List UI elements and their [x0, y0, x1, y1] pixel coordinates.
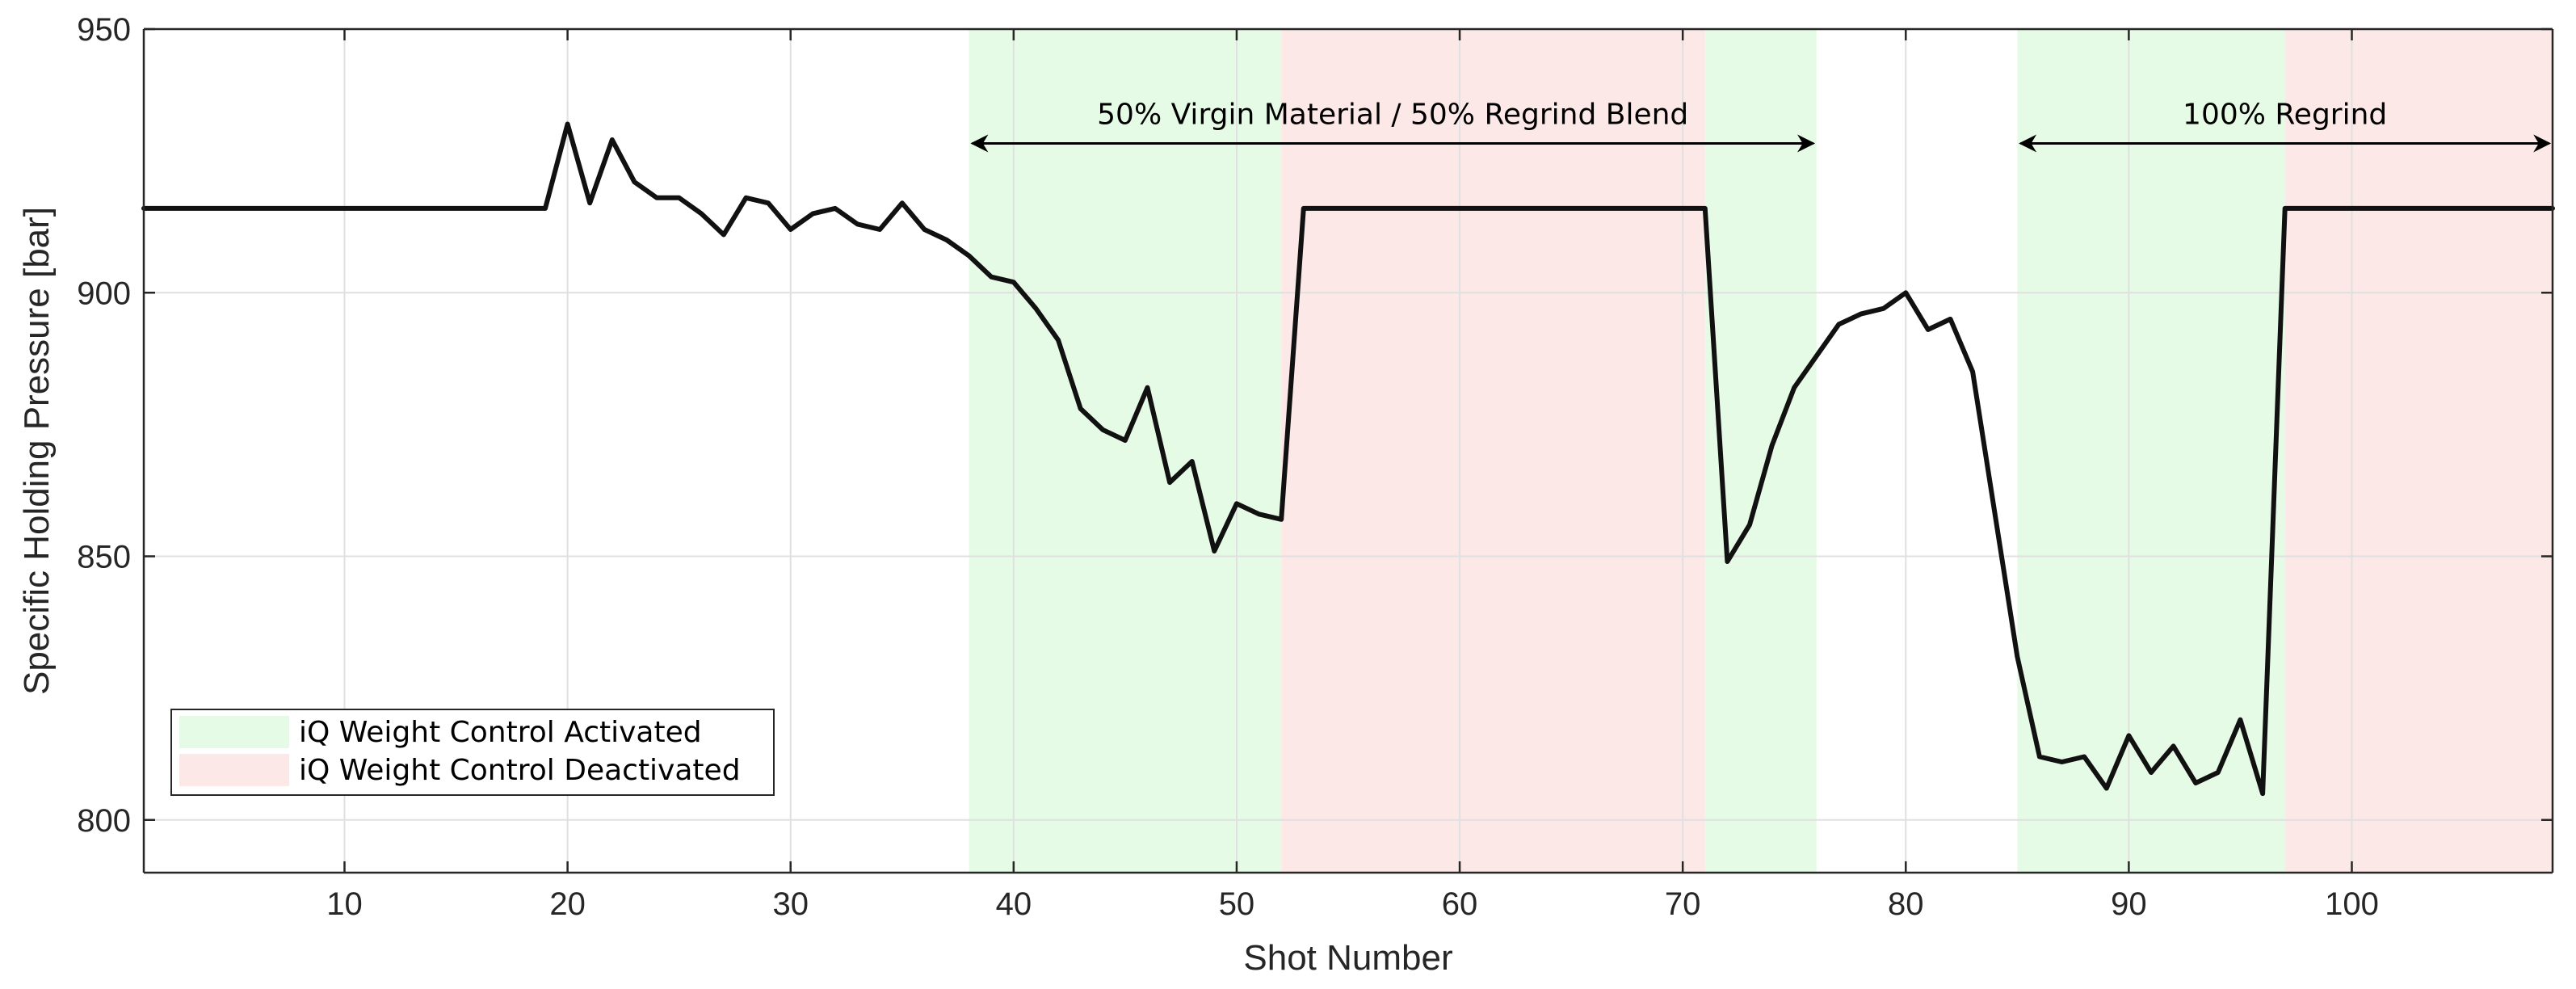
legend-label-deactivated: iQ Weight Control Deactivated	[299, 754, 741, 787]
region-deactivated-4	[2284, 29, 2553, 873]
annotation-label-0: 50% Virgin Material / 50% Regrind Blend	[1097, 98, 1688, 131]
y-axis-label: Specific Holding Pressure [bar]	[17, 207, 57, 695]
region-activated-3	[2017, 29, 2285, 873]
y-tick-label-900: 900	[77, 276, 131, 311]
annotation-label-1: 100% Regrind	[2183, 98, 2387, 131]
legend-label-activated: iQ Weight Control Activated	[299, 716, 702, 749]
y-tick-label-850: 850	[77, 540, 131, 575]
legend-swatch-deactivated	[179, 754, 289, 786]
series-line-0	[141, 121, 2555, 797]
x-tick-label-60: 60	[1442, 886, 1478, 922]
tick-labels: 10 20 30 40 50 60 70 80 90 100 800 850 900 950	[77, 12, 2379, 922]
region-activated-0	[969, 29, 1282, 873]
x-tick-label-40: 40	[996, 886, 1032, 922]
x-tick-label-10: 10	[326, 886, 363, 922]
x-tick-label-50: 50	[1219, 886, 1255, 922]
x-tick-label-70: 70	[1665, 886, 1701, 922]
x-tick-label-30: 30	[772, 886, 809, 922]
series-layer	[141, 121, 2555, 797]
region-activated-2	[1704, 29, 1817, 873]
shaded-regions	[969, 29, 2553, 873]
x-tick-label-80: 80	[1888, 886, 1924, 922]
x-axis-label: Shot Number	[1243, 938, 1452, 978]
x-tick-label-90: 90	[2111, 886, 2147, 922]
region-deactivated-1	[1281, 29, 1705, 873]
y-tick-label-950: 950	[77, 12, 131, 48]
legend: iQ Weight Control Activated iQ Weight Co…	[170, 709, 775, 796]
annotations: 50% Virgin Material / 50% Regrind Blend 1…	[970, 98, 2552, 153]
axes-frame	[142, 27, 2554, 874]
y-tick-label-800: 800	[77, 803, 131, 839]
x-tick-label-20: 20	[549, 886, 586, 922]
legend-swatch-activated	[179, 716, 289, 748]
x-tick-label-100: 100	[2325, 886, 2379, 922]
